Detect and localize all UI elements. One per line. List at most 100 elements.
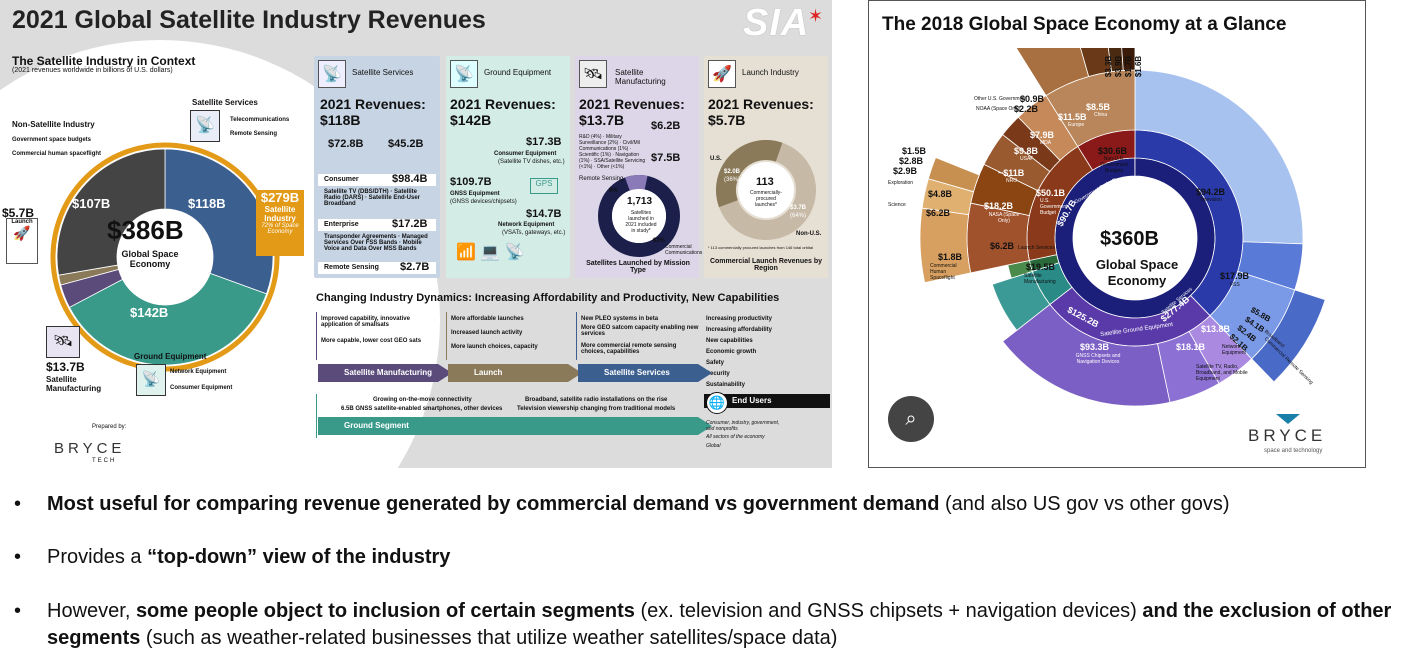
sunburst-value: $94.2B [1196, 187, 1226, 197]
panel-head: Launch Industry [742, 68, 799, 77]
network-value: $14.7B [526, 208, 562, 220]
sunburst-label: Launch Services [1018, 245, 1055, 251]
satellite-industry-value: $279B [260, 190, 300, 205]
sunburst-label: Other U.S. Government [974, 96, 1027, 102]
consumer-equip-label: Consumer Equipment [494, 151, 557, 157]
satellite-services-icon: 📡 [318, 60, 346, 88]
bryce-tagline: space and technology [1264, 448, 1323, 454]
europe-slice [1015, 48, 1090, 97]
mfg-value: $13.7B [46, 360, 85, 374]
network-icons: 📶 💻 📡 [456, 244, 525, 261]
dyn-outcomes: Increasing productivity Increasing affor… [704, 312, 828, 394]
non-us-value: $3.7B [790, 205, 807, 211]
panel-ground-equipment: 📡 Ground Equipment 2021 Revenues: $142B … [446, 56, 570, 278]
us-label: U.S. [710, 156, 722, 162]
sunburst-label: MDA [1040, 140, 1052, 146]
ground-note: Growing on-the-move connectivity [373, 397, 472, 403]
rocket-icon: 🚀 [708, 60, 736, 88]
arrow-label: Launch [474, 368, 503, 377]
panel-rev-value: $142B [450, 112, 492, 128]
prepared-by: Prepared by: [92, 424, 127, 430]
sunburst-label: Europe [1068, 122, 1085, 128]
enterprise-row: Enterprise [318, 219, 436, 231]
dynamics-title: Changing Industry Dynamics: Increasing A… [316, 292, 780, 304]
end-users-label: End Users [732, 396, 772, 405]
sunburst-label: China [1094, 112, 1108, 118]
panel-rev-value: $118B [320, 112, 361, 128]
dyn-services-notes: New PLEO systems in beta More GEO satcom… [576, 312, 701, 360]
sunburst-value: $13.8B [1201, 324, 1231, 334]
segment-value: $118B [188, 196, 226, 211]
center-label: Global Space [1095, 257, 1179, 272]
satellite-industry-box: $279B Satellite Industry 72% of Space Ec… [256, 190, 304, 256]
gnss-value: $109.7B [450, 176, 492, 188]
remote-sensing-pct: 9% [609, 188, 618, 194]
panel-head: Ground Equipment [484, 68, 552, 77]
sunburst-value: $2.8B [899, 156, 924, 166]
sunburst-value: $1.6B [1134, 55, 1144, 78]
sunburst-label: U.S. Government Budget [1040, 198, 1068, 216]
sunburst-value: $8.5B [1086, 102, 1111, 112]
ground-antenna-icon: 📡 [136, 364, 166, 396]
total-label: Global Space Economy [121, 249, 179, 269]
lens-search-icon[interactable]: ⌕ [888, 396, 934, 442]
context-subtitle: (2021 revenues worldwide in billions of … [12, 67, 173, 74]
bullet-bold: “top-down” view of the industry [147, 546, 451, 568]
launch-box: Launch 🚀 [6, 218, 38, 264]
sunburst-value: $3.9B [1114, 55, 1124, 78]
pie-hole [738, 162, 794, 218]
sunburst-label: Commercial Human Spaceflight [930, 263, 957, 281]
arrow-launch: Launch [448, 364, 568, 382]
end-user-item: Global [706, 443, 721, 449]
arrow-satellite-manufacturing: Satellite Manufacturing [318, 364, 438, 382]
gps-icon: GPS [530, 178, 558, 194]
sunburst-value: $18.2B [984, 201, 1014, 211]
sunburst-label: USAF [1020, 156, 1034, 162]
sunburst-value: $0.9B [1020, 94, 1045, 104]
remote-row: Remote Sensing [318, 262, 436, 274]
bryce-tech-label: TECH [92, 458, 117, 464]
right-title: The 2018 Global Space Economy at a Glanc… [882, 14, 1287, 35]
launch-label: Launch [11, 219, 33, 225]
satellite-icon: 🛰 [46, 326, 80, 358]
satellite-dish-icon: 📡 [190, 110, 220, 142]
outcome: Security [706, 371, 730, 377]
arrow-head [698, 364, 712, 382]
non-us-label: Non-U.S. [796, 231, 822, 237]
sunburst-label: Non-U.S. Government Budgets [1100, 156, 1128, 174]
bullet-span: (such as weather-related businesses that… [140, 627, 838, 649]
arrow-ground-segment: Ground Segment [318, 417, 698, 435]
sunburst-value: $2.9B [893, 166, 918, 176]
dyn-note: More capable, lower cost GEO sats [321, 338, 422, 344]
enterprise-items: Transponder Agreements · Managed Service… [324, 234, 428, 252]
outcome: Economic growth [706, 349, 757, 355]
panel-rev-label: 2021 Revenues: [579, 96, 685, 112]
gnss-label: GNSS Equipment [450, 191, 500, 197]
consumer-items: Satellite TV (DBS/DTH) · Satellite Radio… [324, 189, 421, 207]
sunburst-value: $17.9B [1220, 271, 1250, 281]
sunburst-value: $1.8B [938, 252, 963, 262]
remote-label: Remote Sensing [324, 264, 379, 271]
gnss-slice [1002, 303, 1171, 407]
dyn-note: New PLEO systems in beta [581, 316, 659, 322]
panel-rev-label: 2021 Revenues: [450, 96, 556, 112]
sunburst-value: $6.2B [990, 241, 1015, 251]
context-title: The Satellite Industry in Context [12, 54, 196, 68]
bullet-marker: • [14, 493, 22, 515]
non-sat-item: Government space budgets [12, 137, 92, 143]
sat-services-label: Satellite Services [192, 98, 258, 107]
sunburst-value: $3.3B [1104, 55, 1114, 78]
sunburst-value: $7.9B [1030, 130, 1055, 140]
ground-note: Broadband, satellite radio installations… [525, 397, 668, 403]
satellite-icon: 🛰 [579, 60, 607, 88]
network-note: (VSATs, gateways, etc.) [502, 230, 566, 236]
non-satellite-label: Non-Satellite Industry [12, 120, 95, 129]
consumer-row: Consumer [318, 174, 436, 186]
consumer-label: Consumer [324, 176, 359, 183]
rocket-icon: 🚀 [13, 225, 31, 241]
bullet-text: However, some people object to inclusion… [47, 598, 1397, 652]
ground-equipment-label: Ground Equipment [134, 352, 207, 361]
segment-value: $107B [72, 196, 111, 211]
ground-antenna-icon: 📡 [450, 60, 478, 88]
sunburst-label: Satellite Manufacturing [1024, 273, 1056, 285]
